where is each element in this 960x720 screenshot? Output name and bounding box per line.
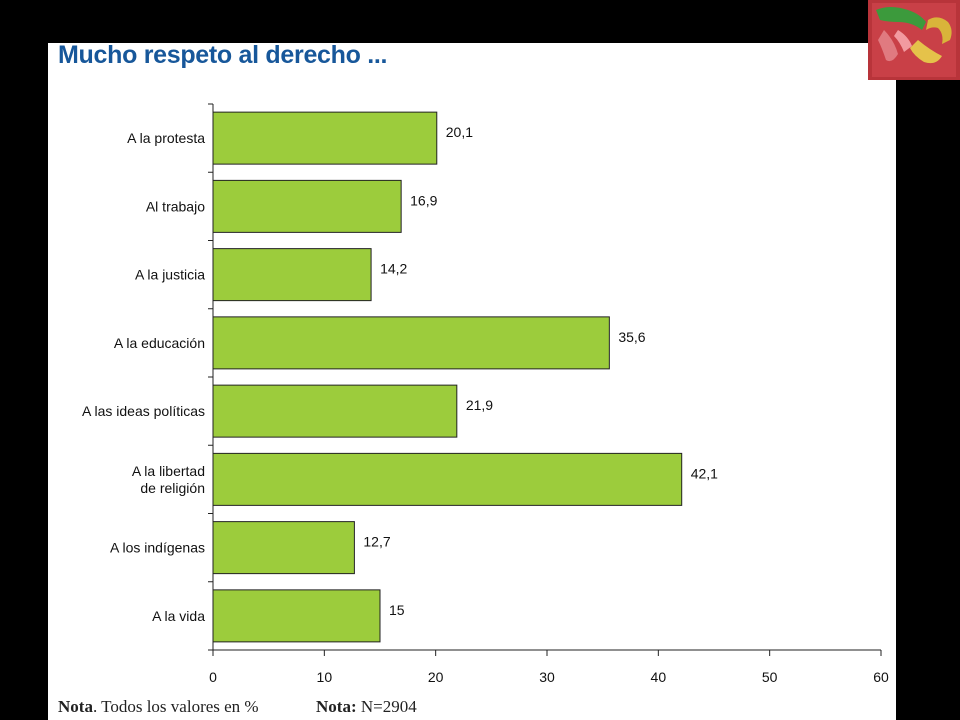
chart-labels: 0 10 20 30 40 50 60 20,1 A la protesta 16,9 Al tra… [82, 124, 889, 685]
chart-notes: Nota. Todos los valores en % Nota: N=290… [58, 697, 417, 717]
note-sample-values: Nota. Todos los valores en % [58, 697, 259, 716]
x-tick-label: 20 [428, 669, 444, 685]
category-label-line: A la protesta [127, 130, 205, 146]
bar [212, 111, 438, 165]
category-label: A la justicia [135, 267, 205, 283]
category-label-line: A la libertad [132, 463, 205, 479]
bar [212, 179, 402, 233]
bar-value-label: 16,9 [410, 192, 437, 208]
category-label: Al trabajo [146, 198, 205, 214]
category-label: A la educación [114, 335, 205, 351]
note-sample-size: Nota: N=2904 [316, 697, 417, 716]
x-tick-label: 0 [209, 669, 217, 685]
bar [212, 521, 355, 575]
chart-title: Mucho respeto al derecho ... [58, 41, 388, 69]
category-label-line: A la justicia [135, 267, 205, 283]
category-label: A las ideas políticas [82, 403, 205, 419]
bar-value-label: 12,7 [363, 534, 390, 550]
bar-value-label: 42,1 [691, 465, 718, 481]
category-label-line: A los indígenas [110, 540, 205, 556]
bar [212, 452, 683, 506]
category-label-line: de religión [140, 480, 205, 496]
x-tick-label: 50 [762, 669, 778, 685]
category-label: A la libertad de religión [132, 463, 205, 496]
bar-value-label: 15 [389, 602, 405, 618]
x-tick-label: 40 [651, 669, 667, 685]
category-label-line: Al trabajo [146, 198, 205, 214]
bar-value-label: 14,2 [380, 261, 407, 277]
bar-value-label: 21,9 [466, 397, 493, 413]
category-label: A la protesta [127, 130, 205, 146]
bar-value-label: 35,6 [618, 329, 645, 345]
hands-logo-icon [868, 0, 960, 80]
bar [212, 589, 381, 643]
bar [212, 248, 372, 302]
bar-value-label: 20,1 [446, 124, 473, 140]
x-tick-label: 60 [873, 669, 889, 685]
category-label-line: A las ideas políticas [82, 403, 205, 419]
chart-bars [212, 111, 683, 643]
slide-background [48, 43, 896, 720]
category-label: A la vida [152, 608, 205, 624]
bar [212, 384, 458, 438]
category-label: A los indígenas [110, 540, 205, 556]
bar [212, 316, 610, 370]
category-label-line: A la educación [114, 335, 205, 351]
x-tick-label: 30 [539, 669, 555, 685]
category-label-line: A la vida [152, 608, 205, 624]
x-tick-label: 10 [317, 669, 333, 685]
